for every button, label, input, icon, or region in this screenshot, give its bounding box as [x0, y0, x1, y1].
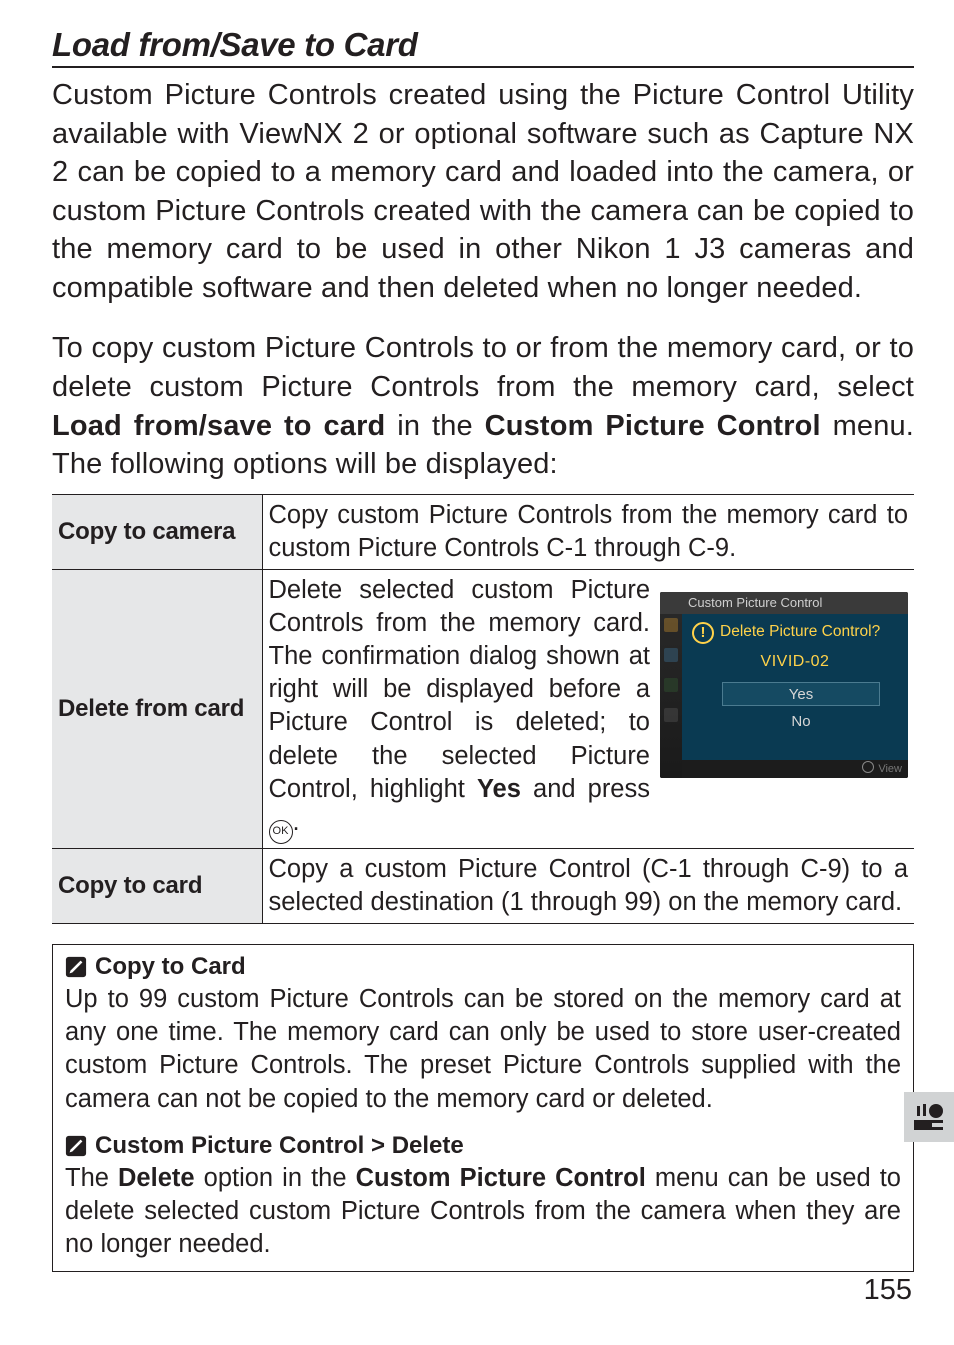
option-label-copy-to-camera: Copy to camera [52, 494, 262, 569]
option-label-copy-to-card: Copy to card [52, 848, 262, 923]
page-number: 155 [864, 1274, 912, 1307]
adjust-icon [912, 1100, 946, 1134]
note-body-copy-to-card: Up to 99 custom Picture Controls can be … [65, 983, 901, 1116]
dialog-question: Delete Picture Control? [720, 622, 880, 642]
pencil-icon [65, 956, 87, 978]
option-desc-copy-to-camera: Copy custom Picture Controls from the me… [262, 494, 914, 569]
text-fragment: To copy custom Picture Controls to or fr… [52, 332, 914, 403]
option-desc-copy-to-card: Copy a custom Picture Control (C-1 throu… [262, 848, 914, 923]
menu-name-bold: Custom Picture Control [485, 410, 821, 442]
note-title-text: Custom Picture Control > Delete [95, 1132, 464, 1160]
dialog-footer: View [682, 760, 908, 778]
text-fragment: in the [385, 410, 484, 442]
warning-icon: ! [692, 622, 714, 644]
dialog-titlebar: Custom Picture Control [660, 592, 908, 614]
note-box: Copy to Card Up to 99 custom Picture Con… [52, 944, 914, 1272]
table-row: Delete from card Delete selected custom … [52, 569, 914, 848]
options-intro-paragraph: To copy custom Picture Controls to or fr… [52, 329, 914, 483]
dialog-item-name: VIVID-02 [682, 652, 908, 673]
note-body-delete: The Delete option in the Custom Picture … [65, 1162, 901, 1261]
delete-bold: Delete [118, 1164, 195, 1192]
option-label-delete-from-card: Delete from card [52, 569, 262, 848]
text-fragment: Delete selected custom Picture Controls … [269, 576, 651, 803]
delete-from-card-text: Delete selected custom Picture Controls … [269, 574, 651, 844]
text-fragment: . [293, 808, 300, 836]
side-tab-icon [904, 1092, 954, 1142]
table-row: Copy to camera Copy custom Picture Contr… [52, 494, 914, 569]
text-fragment: and press [521, 775, 650, 803]
dialog-yes-option: Yes [722, 682, 880, 706]
table-row: Copy to card Copy a custom Picture Contr… [52, 848, 914, 923]
note-title-delete: Custom Picture Control > Delete [65, 1132, 901, 1160]
options-table: Copy to camera Copy custom Picture Contr… [52, 494, 914, 925]
intro-paragraph: Custom Picture Controls created using th… [52, 76, 914, 307]
text-fragment: option in the [195, 1164, 356, 1192]
note-title-text: Copy to Card [95, 953, 246, 981]
dialog-no-option: No [722, 710, 880, 734]
yes-bold: Yes [477, 775, 521, 803]
section-heading: Load from/Save to Card [52, 26, 914, 68]
option-desc-delete-from-card: Delete selected custom Picture Controls … [262, 569, 914, 848]
pencil-icon [65, 1135, 87, 1157]
note-title-copy-to-card: Copy to Card [65, 953, 901, 981]
menu-path-bold: Load from/save to card [52, 410, 385, 442]
confirmation-dialog-screenshot: Custom Picture Control ! Delete Picture … [660, 592, 908, 778]
dialog-left-strip [660, 592, 682, 778]
ok-button-icon: OK [269, 820, 293, 844]
menu-name-bold: Custom Picture Control [356, 1164, 646, 1192]
text-fragment: The [65, 1164, 118, 1192]
dialog-body: ! Delete Picture Control? VIVID-02 Yes N… [682, 614, 908, 760]
